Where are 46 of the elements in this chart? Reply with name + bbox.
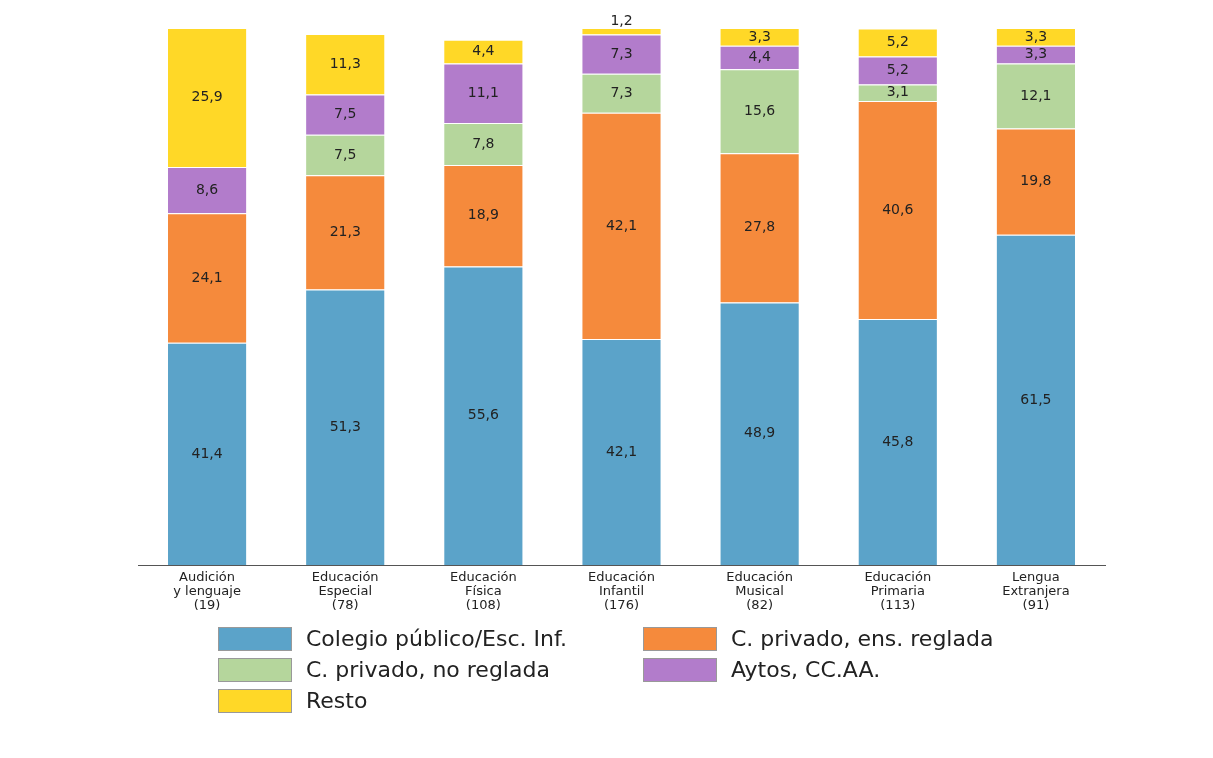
legend-label: C. privado, no reglada: [306, 657, 550, 682]
data-label: 27,8: [744, 218, 776, 235]
data-label: 3,1: [886, 83, 909, 100]
data-label: 61,5: [1020, 390, 1052, 407]
legend-label: Aytos, CC.AA.: [731, 657, 881, 682]
data-label: 40,6: [882, 200, 914, 217]
data-label: 42,1: [605, 442, 638, 459]
data-label: 8,6: [195, 180, 219, 197]
data-label: 12,1: [1020, 86, 1052, 103]
data-label: 11,1: [467, 83, 499, 100]
data-label: 24,1: [191, 268, 223, 285]
data-label: 25,9: [191, 88, 223, 105]
x-tick-label: Lengua Extranjera (91): [1002, 569, 1070, 612]
data-label: 45,8: [882, 432, 914, 449]
data-label: 3,3: [1024, 27, 1048, 44]
legend-label: Resto: [306, 688, 368, 713]
data-label: 4,4: [748, 48, 771, 65]
data-label: 1,2: [610, 11, 633, 28]
data-label: 51,3: [329, 417, 361, 434]
data-label: 18,9: [467, 206, 499, 223]
data-label: 41,4: [191, 444, 223, 461]
legend-label: C. privado, ens. reglada: [731, 626, 994, 651]
data-label: 11,3: [329, 54, 361, 71]
data-label: 7,5: [334, 105, 357, 122]
data-label: 55,6: [467, 406, 500, 423]
data-label: 4,4: [472, 42, 495, 59]
data-label: 21,3: [329, 222, 361, 239]
data-label: 5,2: [886, 33, 909, 50]
data-label: 7,3: [610, 44, 633, 61]
data-label: 3,3: [748, 27, 771, 44]
data-label: 7,8: [472, 134, 495, 151]
data-label: 15,6: [744, 101, 776, 118]
x-tick-label: Educación Infantil (176): [588, 569, 655, 612]
data-label: 3,3: [1024, 45, 1048, 62]
legend-label: Colegio público/Esc. Inf.: [306, 626, 568, 651]
data-label: 7,3: [610, 83, 633, 100]
data-label: 19,8: [1020, 172, 1052, 189]
data-label: 48,9: [744, 424, 776, 441]
data-label: 42,1: [605, 216, 638, 233]
x-tick-label: Audición y lenguaje (19): [173, 569, 241, 612]
data-label: 7,5: [334, 145, 357, 162]
data-label: 5,2: [886, 61, 909, 78]
x-tick-label: Educación Musical (82): [726, 569, 794, 612]
x-tick-label: Educación Física (108): [449, 569, 517, 612]
x-tick-label: Educación Especial (78): [311, 569, 379, 612]
x-tick-label: Educación Primaria (113): [864, 569, 932, 612]
